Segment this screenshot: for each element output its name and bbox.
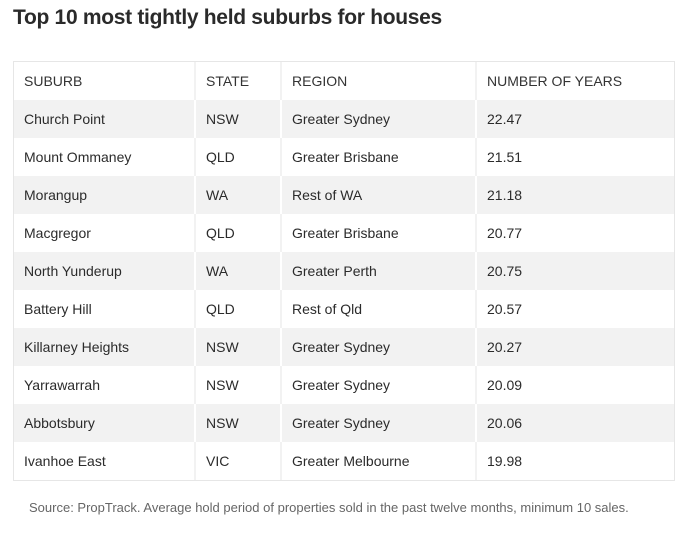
years-cell: 20.27 bbox=[477, 328, 674, 366]
source-note: Source: PropTrack. Average hold period o… bbox=[29, 500, 629, 515]
column-header-region: REGION bbox=[282, 62, 477, 100]
table-row: Morangup WA Rest of WA 21.18 bbox=[14, 176, 674, 214]
state-cell: WA bbox=[196, 176, 282, 214]
table-row: North Yunderup WA Greater Perth 20.75 bbox=[14, 252, 674, 290]
years-cell: 21.18 bbox=[477, 176, 674, 214]
suburb-cell: Killarney Heights bbox=[14, 328, 196, 366]
region-cell: Greater Sydney bbox=[282, 366, 477, 404]
region-cell: Greater Sydney bbox=[282, 328, 477, 366]
table-row: Macgregor QLD Greater Brisbane 20.77 bbox=[14, 214, 674, 252]
column-header-state: STATE bbox=[196, 62, 282, 100]
suburb-cell: Macgregor bbox=[14, 214, 196, 252]
table-row: Church Point NSW Greater Sydney 22.47 bbox=[14, 100, 674, 138]
suburb-cell: Yarrawarrah bbox=[14, 366, 196, 404]
suburb-cell: Church Point bbox=[14, 100, 196, 138]
data-table: SUBURB STATE REGION NUMBER OF YEARS Chur… bbox=[13, 61, 675, 481]
suburb-cell: Battery Hill bbox=[14, 290, 196, 328]
region-cell: Greater Sydney bbox=[282, 100, 477, 138]
years-cell: 20.77 bbox=[477, 214, 674, 252]
years-cell: 20.75 bbox=[477, 252, 674, 290]
page-title: Top 10 most tightly held suburbs for hou… bbox=[13, 6, 442, 29]
column-header-number-of-years: NUMBER OF YEARS bbox=[477, 62, 674, 100]
suburb-cell: Morangup bbox=[14, 176, 196, 214]
table-row: Yarrawarrah NSW Greater Sydney 20.09 bbox=[14, 366, 674, 404]
region-cell: Greater Perth bbox=[282, 252, 477, 290]
years-cell: 21.51 bbox=[477, 138, 674, 176]
column-header-suburb: SUBURB bbox=[14, 62, 196, 100]
table-row: Ivanhoe East VIC Greater Melbourne 19.98 bbox=[14, 442, 674, 480]
state-cell: NSW bbox=[196, 404, 282, 442]
state-cell: NSW bbox=[196, 328, 282, 366]
table-row: Battery Hill QLD Rest of Qld 20.57 bbox=[14, 290, 674, 328]
state-cell: VIC bbox=[196, 442, 282, 480]
table-row: Abbotsbury NSW Greater Sydney 20.06 bbox=[14, 404, 674, 442]
table-row: Killarney Heights NSW Greater Sydney 20.27 bbox=[14, 328, 674, 366]
suburb-cell: Mount Ommaney bbox=[14, 138, 196, 176]
state-cell: WA bbox=[196, 252, 282, 290]
years-cell: 19.98 bbox=[477, 442, 674, 480]
region-cell: Rest of Qld bbox=[282, 290, 477, 328]
years-cell: 20.06 bbox=[477, 404, 674, 442]
suburb-cell: Ivanhoe East bbox=[14, 442, 196, 480]
region-cell: Rest of WA bbox=[282, 176, 477, 214]
table-header-row: SUBURB STATE REGION NUMBER OF YEARS bbox=[14, 62, 674, 100]
years-cell: 20.09 bbox=[477, 366, 674, 404]
years-cell: 20.57 bbox=[477, 290, 674, 328]
state-cell: NSW bbox=[196, 366, 282, 404]
region-cell: Greater Brisbane bbox=[282, 138, 477, 176]
table-row: Mount Ommaney QLD Greater Brisbane 21.51 bbox=[14, 138, 674, 176]
years-cell: 22.47 bbox=[477, 100, 674, 138]
suburb-cell: Abbotsbury bbox=[14, 404, 196, 442]
region-cell: Greater Melbourne bbox=[282, 442, 477, 480]
state-cell: NSW bbox=[196, 100, 282, 138]
state-cell: QLD bbox=[196, 214, 282, 252]
region-cell: Greater Sydney bbox=[282, 404, 477, 442]
suburb-cell: North Yunderup bbox=[14, 252, 196, 290]
region-cell: Greater Brisbane bbox=[282, 214, 477, 252]
state-cell: QLD bbox=[196, 138, 282, 176]
state-cell: QLD bbox=[196, 290, 282, 328]
